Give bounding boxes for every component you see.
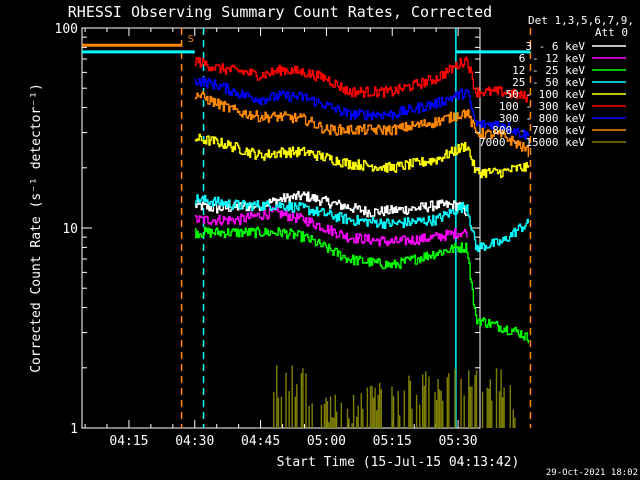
legend-label-5: 100 - 300 keV xyxy=(499,100,585,113)
x-tick-label: 04:30 xyxy=(175,434,214,449)
legend-label-7: 800 - 7000 keV xyxy=(492,124,585,137)
series-line-1 xyxy=(194,206,468,247)
series-line-2 xyxy=(194,226,529,344)
legend-label-3: 25 - 50 keV xyxy=(512,76,585,89)
timestamp: 29-Oct-2021 18:02 xyxy=(546,468,638,478)
annotation-s: S xyxy=(188,34,194,45)
chart-title: RHESSI Observing Summary Count Rates, Co… xyxy=(68,3,492,21)
legend-label-8: 7000 - 15000 keV xyxy=(479,136,585,149)
series-line-0 xyxy=(194,190,468,218)
y-tick-label: 10 xyxy=(62,222,78,237)
legend-label-2: 12 - 25 keV xyxy=(512,64,585,77)
x-tick-label: 04:15 xyxy=(109,434,148,449)
legend-label-4: 50 - 100 keV xyxy=(506,88,586,101)
series-line-3 xyxy=(194,194,529,253)
y-tick-label: 1 xyxy=(70,422,78,437)
series-line-6 xyxy=(194,77,529,140)
series-line-4 xyxy=(194,133,529,179)
x-tick-label: 05:00 xyxy=(307,434,346,449)
y-tick-label: 100 xyxy=(55,22,78,37)
legend-label-0: 3 - 6 keV xyxy=(525,40,585,53)
legend-header-line-2: Att 0 xyxy=(595,26,628,39)
series-line-7 xyxy=(194,91,529,158)
x-tick-label: 04:45 xyxy=(241,434,280,449)
legend-label-6: 300 - 800 keV xyxy=(499,112,585,125)
series-line-5 xyxy=(194,56,529,103)
x-tick-label: 05:15 xyxy=(373,434,412,449)
x-tick-label: 05:30 xyxy=(438,434,477,449)
series-line-8 xyxy=(273,365,516,428)
legend-header-line-1: Det 1,3,5,6,7,9, xyxy=(528,14,634,27)
y-axis-label: Corrected Count Rate (s⁻¹ detector⁻¹) xyxy=(29,83,44,373)
x-axis-label: Start Time (15-Jul-15 04:13:42) xyxy=(277,455,520,470)
legend-label-1: 6 - 12 keV xyxy=(519,52,586,65)
